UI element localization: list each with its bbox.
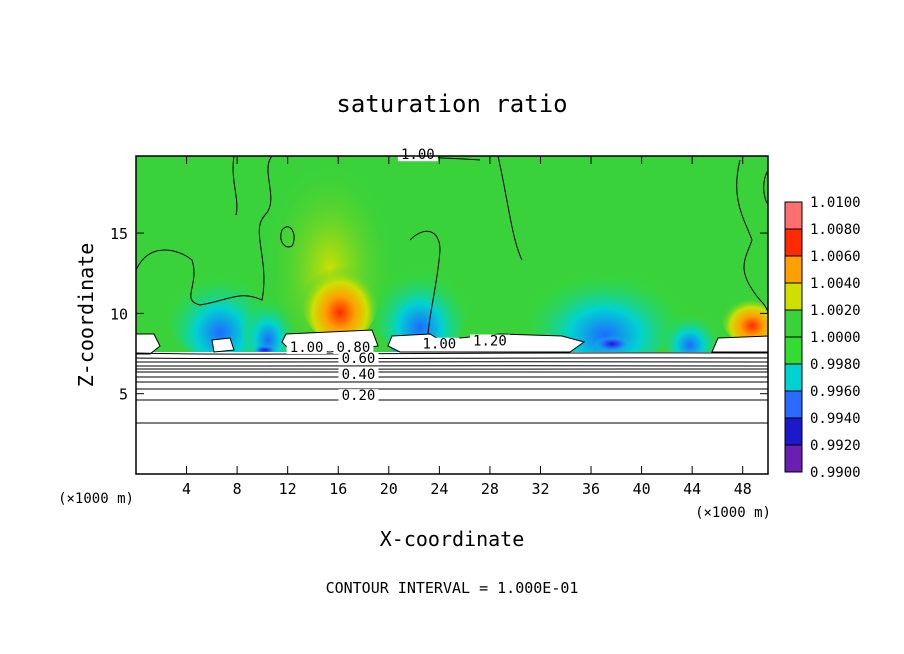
x-tick-label: 28 [481,480,499,498]
colorbar-label: 0.9980 [810,357,861,373]
colorbar: 0.9900 0.9920 0.9940 0.9960 0.9980 1.0000 1.00… [784,195,861,481]
contour-label: 0.80 [337,340,371,356]
x-tick-label: 20 [380,480,398,498]
blue-spot-37km [594,336,630,352]
contour-label: 1.00 [423,337,457,353]
contour-labels: 1.00 1.00 0.800.600.40 0.20 1.00 1.20 [286,147,510,404]
colorbar-segment [785,229,802,256]
x-tick-label: 48 [734,480,752,498]
cyan-region-43km [660,300,720,360]
colorbar-segment [785,364,802,391]
colorbar-label: 0.9920 [810,438,861,454]
x-tick-label: 4 [182,480,191,498]
cyan-region-22km [370,245,470,355]
y-axis-label: Z-coordinate [74,243,98,388]
colorbar-label: 0.9900 [810,465,861,481]
contour-label-bg [419,337,460,351]
colorbar-label: 1.0060 [810,249,861,265]
isolines-upper [136,156,768,335]
cyan-region-37km [525,245,685,365]
y-tick-label: 15 [110,225,128,243]
contour-label: 0.60 [342,351,376,367]
colorbar-label: 0.9940 [810,411,861,427]
colorbar-segment [785,391,802,418]
colorbar-segment [785,256,802,283]
colorbar-segment [785,337,802,364]
y-axis: 5 10 15 [110,225,768,404]
colorbar-label: 1.0040 [810,276,861,292]
colorbar-segment [785,445,802,472]
contour-label-bg [397,148,438,162]
cyan-region-10km [240,280,296,360]
contour-label-bg [333,340,374,354]
x-tick-label: 12 [279,480,297,498]
contour-label-bg [338,389,379,403]
contour-label: 0.40 [342,367,376,383]
chart-title: saturation ratio [336,90,567,118]
hot-plume-16km [302,258,378,342]
footer-text: CONTOUR INTERVAL = 1.000E-01 [326,579,579,597]
warm-plume-48km [722,292,768,344]
contour-label: 1.00 [290,340,324,356]
x-unit-right: (×1000 m) [695,505,771,521]
plot-frame [135,155,769,475]
contour-label: 1.00 [401,147,435,163]
colorbar-label: 1.0000 [810,330,861,346]
x-tick-label: 40 [633,480,651,498]
colorbar-label: 1.0100 [810,195,861,211]
x-axis: 4 8 12 16 20 24 28 32 36 40 44 48 [182,156,752,498]
cloud-patch-1 [136,333,161,355]
contour-label-bg [338,352,379,366]
contour-label: 0.20 [342,388,376,404]
x-unit-left: (×1000 m) [58,491,134,507]
x-tick-label: 24 [430,480,448,498]
colorbar-label: 0.9960 [810,384,861,400]
dry-layer [136,352,768,474]
x-axis-label: X-coordinate [380,527,525,551]
cloud-patch-5 [711,335,768,353]
contour-label-bg [469,334,510,348]
contour-label: 1.20 [473,334,507,350]
x-tick-label: 16 [329,480,347,498]
colorbar-segment [785,418,802,445]
colorbar-segment [785,202,802,229]
x-tick-label: 44 [683,480,701,498]
x-tick-label: 36 [582,480,600,498]
heatmap-field [136,156,768,474]
x-tick-label: 8 [233,480,242,498]
y-tick-label: 10 [110,305,128,323]
colorbar-label: 1.0080 [810,222,861,238]
y-tick-label: 5 [119,386,128,404]
cloud-patch-2 [211,337,235,353]
colorbar-segment [785,310,802,337]
contour-label-bg [338,368,379,382]
colorbar-label: 1.0020 [810,303,861,319]
contour-label-bg [286,340,327,354]
x-tick-label: 32 [531,480,549,498]
colorbar-segment [785,283,802,310]
